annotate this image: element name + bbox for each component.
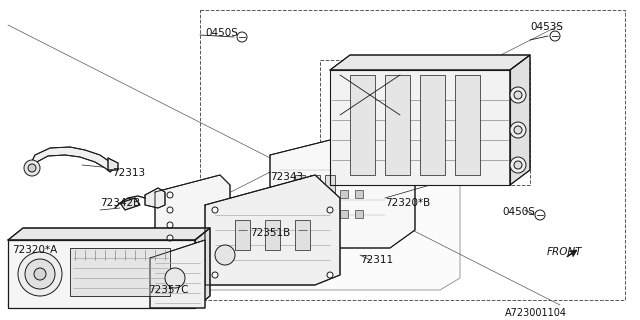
Bar bbox=[340, 210, 348, 218]
Circle shape bbox=[165, 268, 185, 288]
Circle shape bbox=[25, 259, 55, 289]
Text: 72313: 72313 bbox=[112, 168, 145, 178]
Bar bbox=[340, 190, 348, 198]
Circle shape bbox=[550, 31, 560, 41]
Bar bbox=[325, 175, 335, 193]
Bar bbox=[385, 75, 410, 175]
Circle shape bbox=[28, 164, 36, 172]
Text: 0450S: 0450S bbox=[502, 207, 535, 217]
Polygon shape bbox=[195, 228, 210, 308]
Circle shape bbox=[215, 245, 235, 265]
Bar bbox=[355, 190, 363, 198]
Circle shape bbox=[24, 160, 40, 176]
Bar bbox=[355, 210, 363, 218]
Text: 72311: 72311 bbox=[360, 255, 393, 265]
Polygon shape bbox=[145, 188, 165, 208]
Circle shape bbox=[167, 235, 173, 241]
Text: 72343: 72343 bbox=[270, 172, 303, 182]
Bar bbox=[455, 75, 480, 175]
Polygon shape bbox=[8, 228, 210, 240]
Text: 72351B: 72351B bbox=[250, 228, 291, 238]
Circle shape bbox=[327, 272, 333, 278]
Bar bbox=[420, 75, 445, 175]
Text: A723001104: A723001104 bbox=[505, 308, 567, 318]
Bar bbox=[350, 75, 375, 175]
Circle shape bbox=[167, 222, 173, 228]
Polygon shape bbox=[330, 55, 530, 70]
Circle shape bbox=[327, 207, 333, 213]
Circle shape bbox=[514, 91, 522, 99]
Polygon shape bbox=[155, 175, 230, 248]
Polygon shape bbox=[8, 240, 195, 308]
Bar bbox=[265, 220, 280, 250]
Text: FRONT: FRONT bbox=[547, 247, 582, 257]
Bar bbox=[295, 220, 310, 250]
Circle shape bbox=[514, 126, 522, 134]
Circle shape bbox=[18, 252, 62, 296]
Bar bbox=[70, 248, 170, 296]
Circle shape bbox=[237, 32, 247, 42]
Text: 0450S: 0450S bbox=[205, 28, 238, 38]
Circle shape bbox=[535, 210, 545, 220]
Polygon shape bbox=[120, 198, 140, 210]
Text: 72320*B: 72320*B bbox=[385, 198, 430, 208]
Polygon shape bbox=[205, 175, 340, 285]
Text: 72342B: 72342B bbox=[100, 198, 140, 208]
Text: 0453S: 0453S bbox=[530, 22, 563, 32]
Polygon shape bbox=[270, 125, 415, 248]
Bar bbox=[295, 175, 305, 193]
Polygon shape bbox=[108, 158, 118, 170]
Circle shape bbox=[510, 157, 526, 173]
Bar bbox=[310, 175, 320, 193]
Polygon shape bbox=[30, 147, 115, 172]
Circle shape bbox=[167, 192, 173, 198]
Circle shape bbox=[302, 202, 318, 218]
Circle shape bbox=[212, 272, 218, 278]
Circle shape bbox=[514, 161, 522, 169]
Polygon shape bbox=[150, 240, 205, 308]
Polygon shape bbox=[510, 55, 530, 185]
Circle shape bbox=[212, 207, 218, 213]
Text: 72357C: 72357C bbox=[148, 285, 189, 295]
Polygon shape bbox=[330, 70, 510, 185]
Bar bbox=[235, 220, 250, 250]
Circle shape bbox=[510, 122, 526, 138]
Circle shape bbox=[510, 87, 526, 103]
Text: 72320*A: 72320*A bbox=[12, 245, 57, 255]
Circle shape bbox=[34, 268, 46, 280]
Circle shape bbox=[167, 207, 173, 213]
Polygon shape bbox=[195, 152, 460, 290]
